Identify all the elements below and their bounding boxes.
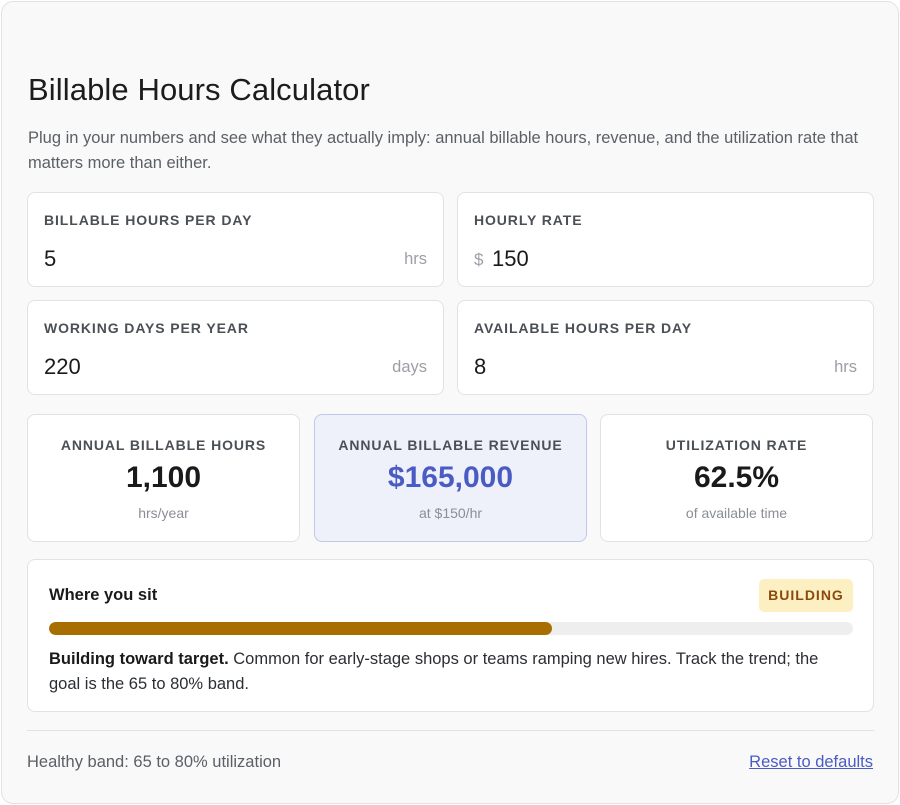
hours-per-day-input[interactable]: 5 — [44, 246, 57, 271]
position-description-text: Common for early-stage shops or teams ra… — [49, 650, 819, 693]
annual-revenue-sub: at $150/hr — [418, 505, 483, 521]
utilization-label: Utilization rate — [665, 437, 808, 453]
footer-divider — [27, 730, 874, 731]
annual-hours-label: Annual billable hours — [60, 437, 267, 453]
hours-per-day-label: Billable hours per day — [44, 212, 253, 228]
available-hours-unit: hrs — [834, 358, 857, 376]
annual-revenue-label: Annual billable revenue — [338, 437, 563, 453]
utilization-sub: of available time — [685, 505, 788, 521]
utilization-stat: Utilization rate 62.5% of available time — [600, 414, 873, 542]
annual-revenue-stat: Annual billable revenue $165,000 at $150… — [314, 414, 587, 542]
working-days-input[interactable]: 220 — [44, 354, 81, 379]
available-hours-field[interactable]: Available hours per day 8 hrs — [457, 300, 874, 395]
working-days-unit: days — [392, 358, 427, 376]
utilization-progress-fill — [49, 622, 552, 635]
available-hours-label: Available hours per day — [474, 320, 693, 336]
annual-hours-sub: hrs/year — [138, 505, 189, 521]
utilization-value: 62.5% — [693, 461, 780, 494]
available-hours-input[interactable]: 8 — [474, 354, 487, 379]
position-description: Building toward target. Common for early… — [49, 647, 849, 697]
annual-hours-value: 1,100 — [125, 461, 202, 494]
hourly-rate-field[interactable]: Hourly rate $ 150 — [457, 192, 874, 287]
hourly-rate-input[interactable]: 150 — [492, 246, 529, 271]
page-title: Billable Hours Calculator — [28, 72, 370, 107]
utilization-progress-track — [49, 622, 853, 635]
hourly-rate-label: Hourly rate — [474, 212, 583, 228]
hourly-rate-currency-prefix: $ — [474, 250, 484, 269]
healthy-band-note: Healthy band: 65 to 80% utilization — [27, 753, 282, 771]
position-panel: Where you sit BUILDING Building toward t… — [27, 559, 874, 712]
hours-per-day-field[interactable]: Billable hours per day 5 hrs — [27, 192, 444, 287]
position-description-bold: Building toward target. — [49, 650, 229, 668]
page-subtitle: Plug in your numbers and see what they a… — [28, 129, 859, 172]
position-title: Where you sit — [49, 586, 158, 604]
status-badge: BUILDING — [759, 579, 853, 612]
annual-revenue-value: $165,000 — [387, 461, 514, 494]
hours-per-day-unit: hrs — [404, 250, 427, 268]
working-days-field[interactable]: Working days per year 220 days — [27, 300, 444, 395]
reset-defaults-link[interactable]: Reset to defaults — [749, 753, 873, 771]
working-days-label: Working days per year — [44, 320, 249, 336]
annual-hours-stat: Annual billable hours 1,100 hrs/year — [27, 414, 300, 542]
